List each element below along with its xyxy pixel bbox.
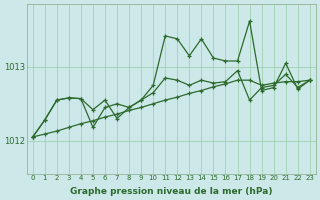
X-axis label: Graphe pression niveau de la mer (hPa): Graphe pression niveau de la mer (hPa) — [70, 187, 273, 196]
